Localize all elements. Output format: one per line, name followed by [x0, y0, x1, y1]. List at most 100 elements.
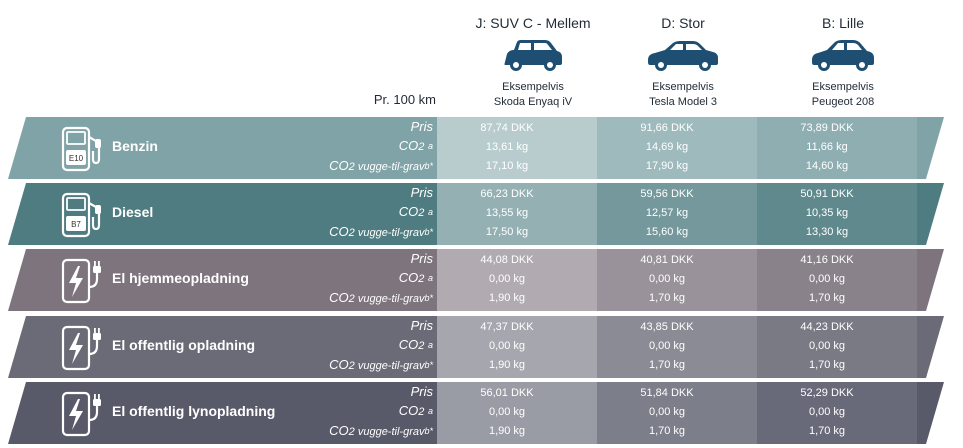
value-cell: 66,23 DKK [480, 188, 534, 200]
value-column-shade [597, 249, 757, 311]
value-column-shade [437, 249, 597, 311]
column-example-label: Eksempelvis [652, 81, 714, 93]
fuel-type-label: Benzin [112, 138, 158, 154]
co2-subscript: 2 [418, 406, 425, 418]
value-cell: 0,00 kg [488, 273, 526, 285]
value-cell: 56,01 DKK [480, 387, 534, 399]
co2-lc-subscript: 2 [348, 161, 355, 173]
value-cell: 41,16 DKK [800, 254, 854, 266]
value-cell: 1,70 kg [648, 425, 686, 437]
value-cell: 0,00 kg [648, 340, 686, 352]
column-title: J: SUV C - Mellem [475, 15, 591, 31]
metric-label-co2-lifecycle: CO2 vugge-til-gravb* [133, 289, 433, 308]
metric-label-co2-lifecycle: CO2 vugge-til-gravb* [133, 422, 433, 441]
value-cell: 1,70 kg [808, 292, 846, 304]
co2-lc-qualifier: vugge-til-grav [354, 360, 425, 372]
value-cell: 13,30 kg [805, 226, 849, 238]
value-cell: 44,08 DKK [480, 254, 534, 266]
co2-lc-subscript: 2 [348, 227, 355, 239]
column-header-suv: J: SUV C - Mellem Eksempelvis Skoda Enya… [453, 14, 613, 110]
co2-lc-subscript: 2 [348, 293, 355, 305]
value-cell: 12,57 kg [645, 207, 689, 219]
column-model: Skoda Enyaq iV [493, 96, 573, 108]
row-el-hjemmeopladning: El hjemmeopladning Pris CO2 a CO2 vugge-til… [8, 249, 944, 311]
value-cell: 51,84 DKK [640, 387, 694, 399]
ev-charger-icon [60, 257, 106, 305]
per-100km-label: Pr. 100 km [373, 92, 436, 107]
value-cell: 87,74 DKK [480, 122, 534, 134]
value-cell: 1,90 kg [488, 292, 526, 304]
value-cell: 11,66 kg [806, 141, 848, 153]
value-column-shade [597, 382, 757, 444]
column-header-lille: B: Lille Eksempelvis Peugeot 208 [763, 14, 923, 110]
column-example-label: Eksempelvis [502, 81, 564, 93]
co2-footnote: a [427, 340, 433, 350]
value-cell: 52,29 DKK [800, 387, 854, 399]
metric-label-co2-lifecycle: CO2 vugge-til-gravb* [133, 157, 433, 176]
value-column-shade [757, 117, 917, 179]
co2-subscript: 2 [418, 340, 425, 352]
co2-footnote: a [427, 207, 433, 217]
value-column-shade [757, 183, 917, 245]
co2-lc-text: CO [329, 423, 349, 438]
value-cell: 1,70 kg [648, 292, 686, 304]
co2-text: CO [398, 270, 419, 285]
co2-text: CO [398, 337, 419, 352]
value-cell: 0,00 kg [488, 340, 526, 352]
fuel-type-label: El offentlig opladning [112, 337, 256, 353]
co2-lc-footnote: b* [424, 227, 433, 237]
value-cell: 1,70 kg [808, 359, 846, 371]
sedan-car-icon [648, 41, 718, 71]
value-cell: 1,90 kg [488, 425, 526, 437]
co2-lc-footnote: b* [424, 161, 433, 171]
value-column-shade [757, 249, 917, 311]
value-cell: 1,70 kg [808, 425, 846, 437]
row-el-offentlig-lynopladning: El offentlig lynopladning Pris CO2 a CO2 vu… [8, 382, 944, 444]
value-cell: 14,60 kg [805, 160, 849, 172]
co2-lc-footnote: b* [424, 360, 433, 370]
value-column-shade [757, 382, 917, 444]
metric-label-price: Pris [410, 251, 433, 266]
metric-label-price: Pris [410, 185, 433, 200]
metric-label-co2-lifecycle: CO2 vugge-til-gravb* [133, 356, 433, 375]
fuel-pump-e10-icon: E10 [60, 125, 106, 173]
metric-label-co2: CO2 a [133, 336, 433, 355]
value-cell: 73,89 DKK [800, 122, 854, 134]
value-column-shade [437, 382, 597, 444]
co2-subscript: 2 [418, 141, 425, 153]
column-model: Tesla Model 3 [649, 96, 717, 108]
metric-label-price: Pris [410, 119, 433, 134]
fuel-type-label: El hjemmeopladning [112, 270, 249, 286]
value-column-shade [597, 316, 757, 378]
co2-lc-text: CO [329, 224, 349, 239]
value-column-shade [597, 183, 757, 245]
co2-lc-text: CO [329, 158, 349, 173]
value-cell: 50,91 DKK [800, 188, 854, 200]
co2-lc-subscript: 2 [348, 360, 355, 372]
value-cell: 17,10 kg [485, 160, 529, 172]
value-column-shade [437, 316, 597, 378]
co2-footnote: a [427, 141, 433, 151]
suv-car-icon [504, 40, 562, 71]
co2-lc-footnote: b* [424, 426, 433, 436]
value-cell: 14,69 kg [645, 141, 689, 153]
co2-lc-footnote: b* [424, 293, 433, 303]
value-cell: 13,61 kg [485, 141, 529, 153]
co2-text: CO [398, 138, 419, 153]
value-cell: 44,23 DKK [800, 321, 854, 333]
value-cell: 17,90 kg [645, 160, 689, 172]
co2-subscript: 2 [418, 273, 425, 285]
co2-lc-qualifier: vugge-til-grav [354, 293, 425, 305]
hatchback-car-icon [812, 40, 874, 71]
value-column-shade [437, 117, 597, 179]
value-cell: 13,55 kg [485, 207, 529, 219]
fuel-badge-text: E10 [69, 154, 84, 163]
row-diesel: B7 Diesel Pris CO2 a CO2 vugge-til-gravb* 66,… [8, 183, 944, 245]
value-cell: 0,00 kg [808, 273, 846, 285]
metric-label-co2-lifecycle: CO2 vugge-til-gravb* [133, 223, 433, 242]
row-el-offentlig-opladning: El offentlig opladning Pris CO2 a CO2 vugge… [8, 316, 944, 378]
value-cell: 59,56 DKK [640, 188, 694, 200]
metric-label-co2: CO2 a [133, 203, 433, 222]
fuel-badge-text: B7 [71, 220, 81, 229]
value-column-shade [757, 316, 917, 378]
